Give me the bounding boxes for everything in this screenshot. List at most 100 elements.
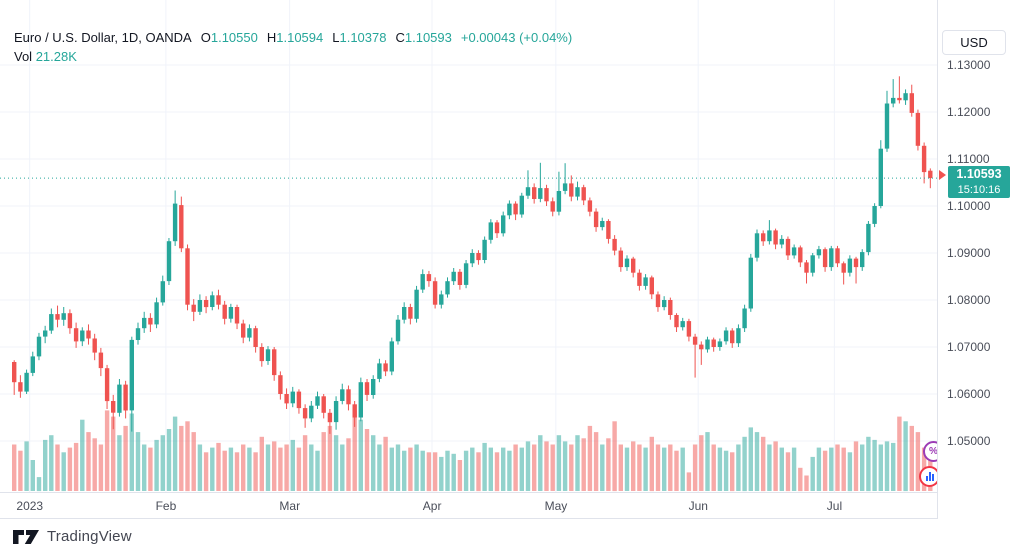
volume-bar — [532, 444, 537, 491]
candle-body — [259, 347, 264, 362]
volume-bar — [383, 436, 388, 492]
candle-body — [668, 300, 673, 315]
volume-bar — [717, 447, 723, 491]
time-axis[interactable]: 2023 Feb Mar Apr May Jun Jul — [0, 492, 1008, 519]
volume-bar — [111, 416, 116, 491]
time-tick-label: Mar — [279, 499, 301, 513]
volume-bar — [736, 444, 741, 491]
volume-bar — [649, 436, 654, 492]
volume-bar — [253, 452, 258, 492]
tradingview-logo[interactable]: TradingView — [13, 528, 132, 545]
volume-bar — [494, 452, 500, 492]
volume-bar — [655, 444, 661, 491]
candle-body — [117, 384, 122, 413]
volume-bar — [470, 447, 475, 491]
volume-bar — [463, 450, 469, 491]
price-axis[interactable]: USD 1.10593 15:10:16 1.13000 1.12000 1.110… — [937, 0, 1012, 519]
price-tick-label: 1.08000 — [947, 293, 991, 307]
candle-body — [408, 307, 413, 319]
volume-bar — [67, 447, 73, 491]
volume-bar — [798, 467, 803, 492]
price-tick-label: 1.13000 — [947, 58, 991, 72]
volume-bar — [43, 439, 48, 491]
candle-body — [550, 201, 555, 212]
volume-bar — [705, 432, 710, 491]
candle-body — [600, 221, 605, 228]
volume-bar — [556, 435, 562, 491]
volume-bar — [327, 425, 333, 491]
volume-bar — [884, 441, 890, 491]
last-price-badge: 1.10593 15:10:16 — [939, 166, 1010, 198]
volume-bar — [30, 460, 35, 491]
volume-bar — [117, 435, 122, 491]
candle-body — [581, 187, 586, 201]
candle-body — [791, 247, 797, 256]
volume-bar — [872, 439, 877, 491]
candle-body — [12, 362, 17, 383]
volume-bar — [767, 444, 772, 491]
volume-bar — [414, 444, 419, 491]
volume-label[interactable]: Vol — [14, 49, 33, 64]
candle-body — [829, 248, 834, 268]
candle-body — [228, 307, 234, 319]
candle-body — [216, 295, 221, 305]
candle-body — [655, 294, 661, 308]
volume-bar — [358, 419, 363, 491]
volume-bar — [160, 435, 165, 491]
candle-body — [488, 222, 493, 240]
candle-body — [451, 271, 456, 282]
candle-body — [253, 328, 258, 347]
candlestick-chart[interactable] — [0, 0, 937, 492]
volume-bar — [581, 438, 586, 491]
candle-body — [872, 206, 877, 224]
percent-glyph: % — [929, 446, 938, 457]
candle-body — [73, 328, 79, 342]
candle-body — [841, 263, 846, 273]
candle-body — [172, 203, 178, 242]
time-tick-label: Jul — [826, 499, 843, 513]
volume-bar — [408, 447, 413, 491]
symbol-title[interactable]: Euro / U.S. Dollar, 1D, OANDA — [14, 30, 192, 45]
volume-bar — [711, 444, 716, 491]
volume-bar — [853, 441, 859, 491]
volume-bar — [377, 444, 382, 491]
volume-bar — [600, 444, 605, 491]
time-tick-label: Feb — [155, 499, 177, 513]
candle-body — [556, 191, 562, 212]
candle-body — [18, 382, 23, 392]
candle-body — [426, 274, 432, 282]
currency-toggle-button[interactable]: USD — [942, 30, 1006, 55]
candle-body — [457, 271, 463, 285]
candle-body — [179, 205, 184, 249]
candle-body — [631, 258, 636, 273]
candle-body — [606, 221, 611, 239]
volume-bar — [569, 444, 574, 491]
candle-body — [637, 272, 642, 286]
volume-bar — [550, 444, 555, 491]
tradingview-mark-icon — [13, 529, 39, 544]
ohlc-open: O1.10550 — [200, 30, 258, 45]
candle-body — [371, 379, 376, 395]
candle-body — [203, 300, 209, 308]
volume-bar — [222, 450, 227, 491]
volume-bar — [142, 444, 147, 491]
volume-bar — [519, 447, 524, 491]
volume-bar — [730, 452, 735, 492]
candle-body — [699, 344, 704, 350]
volume-bar — [135, 432, 141, 491]
volume-bar — [296, 447, 302, 491]
volume-bar — [507, 450, 512, 491]
candle-body — [340, 389, 345, 401]
volume-bar — [847, 452, 853, 492]
volume-bar — [129, 413, 134, 491]
candle-body — [439, 294, 444, 305]
chart-plot-area[interactable] — [0, 0, 937, 492]
candle-body — [562, 183, 568, 191]
candle-body — [210, 295, 215, 307]
candle-body — [692, 336, 698, 345]
candle-body — [321, 396, 326, 413]
candle-body — [185, 248, 190, 305]
volume-bar — [321, 432, 326, 491]
volume-bar — [742, 436, 747, 492]
candle-body — [761, 233, 766, 242]
